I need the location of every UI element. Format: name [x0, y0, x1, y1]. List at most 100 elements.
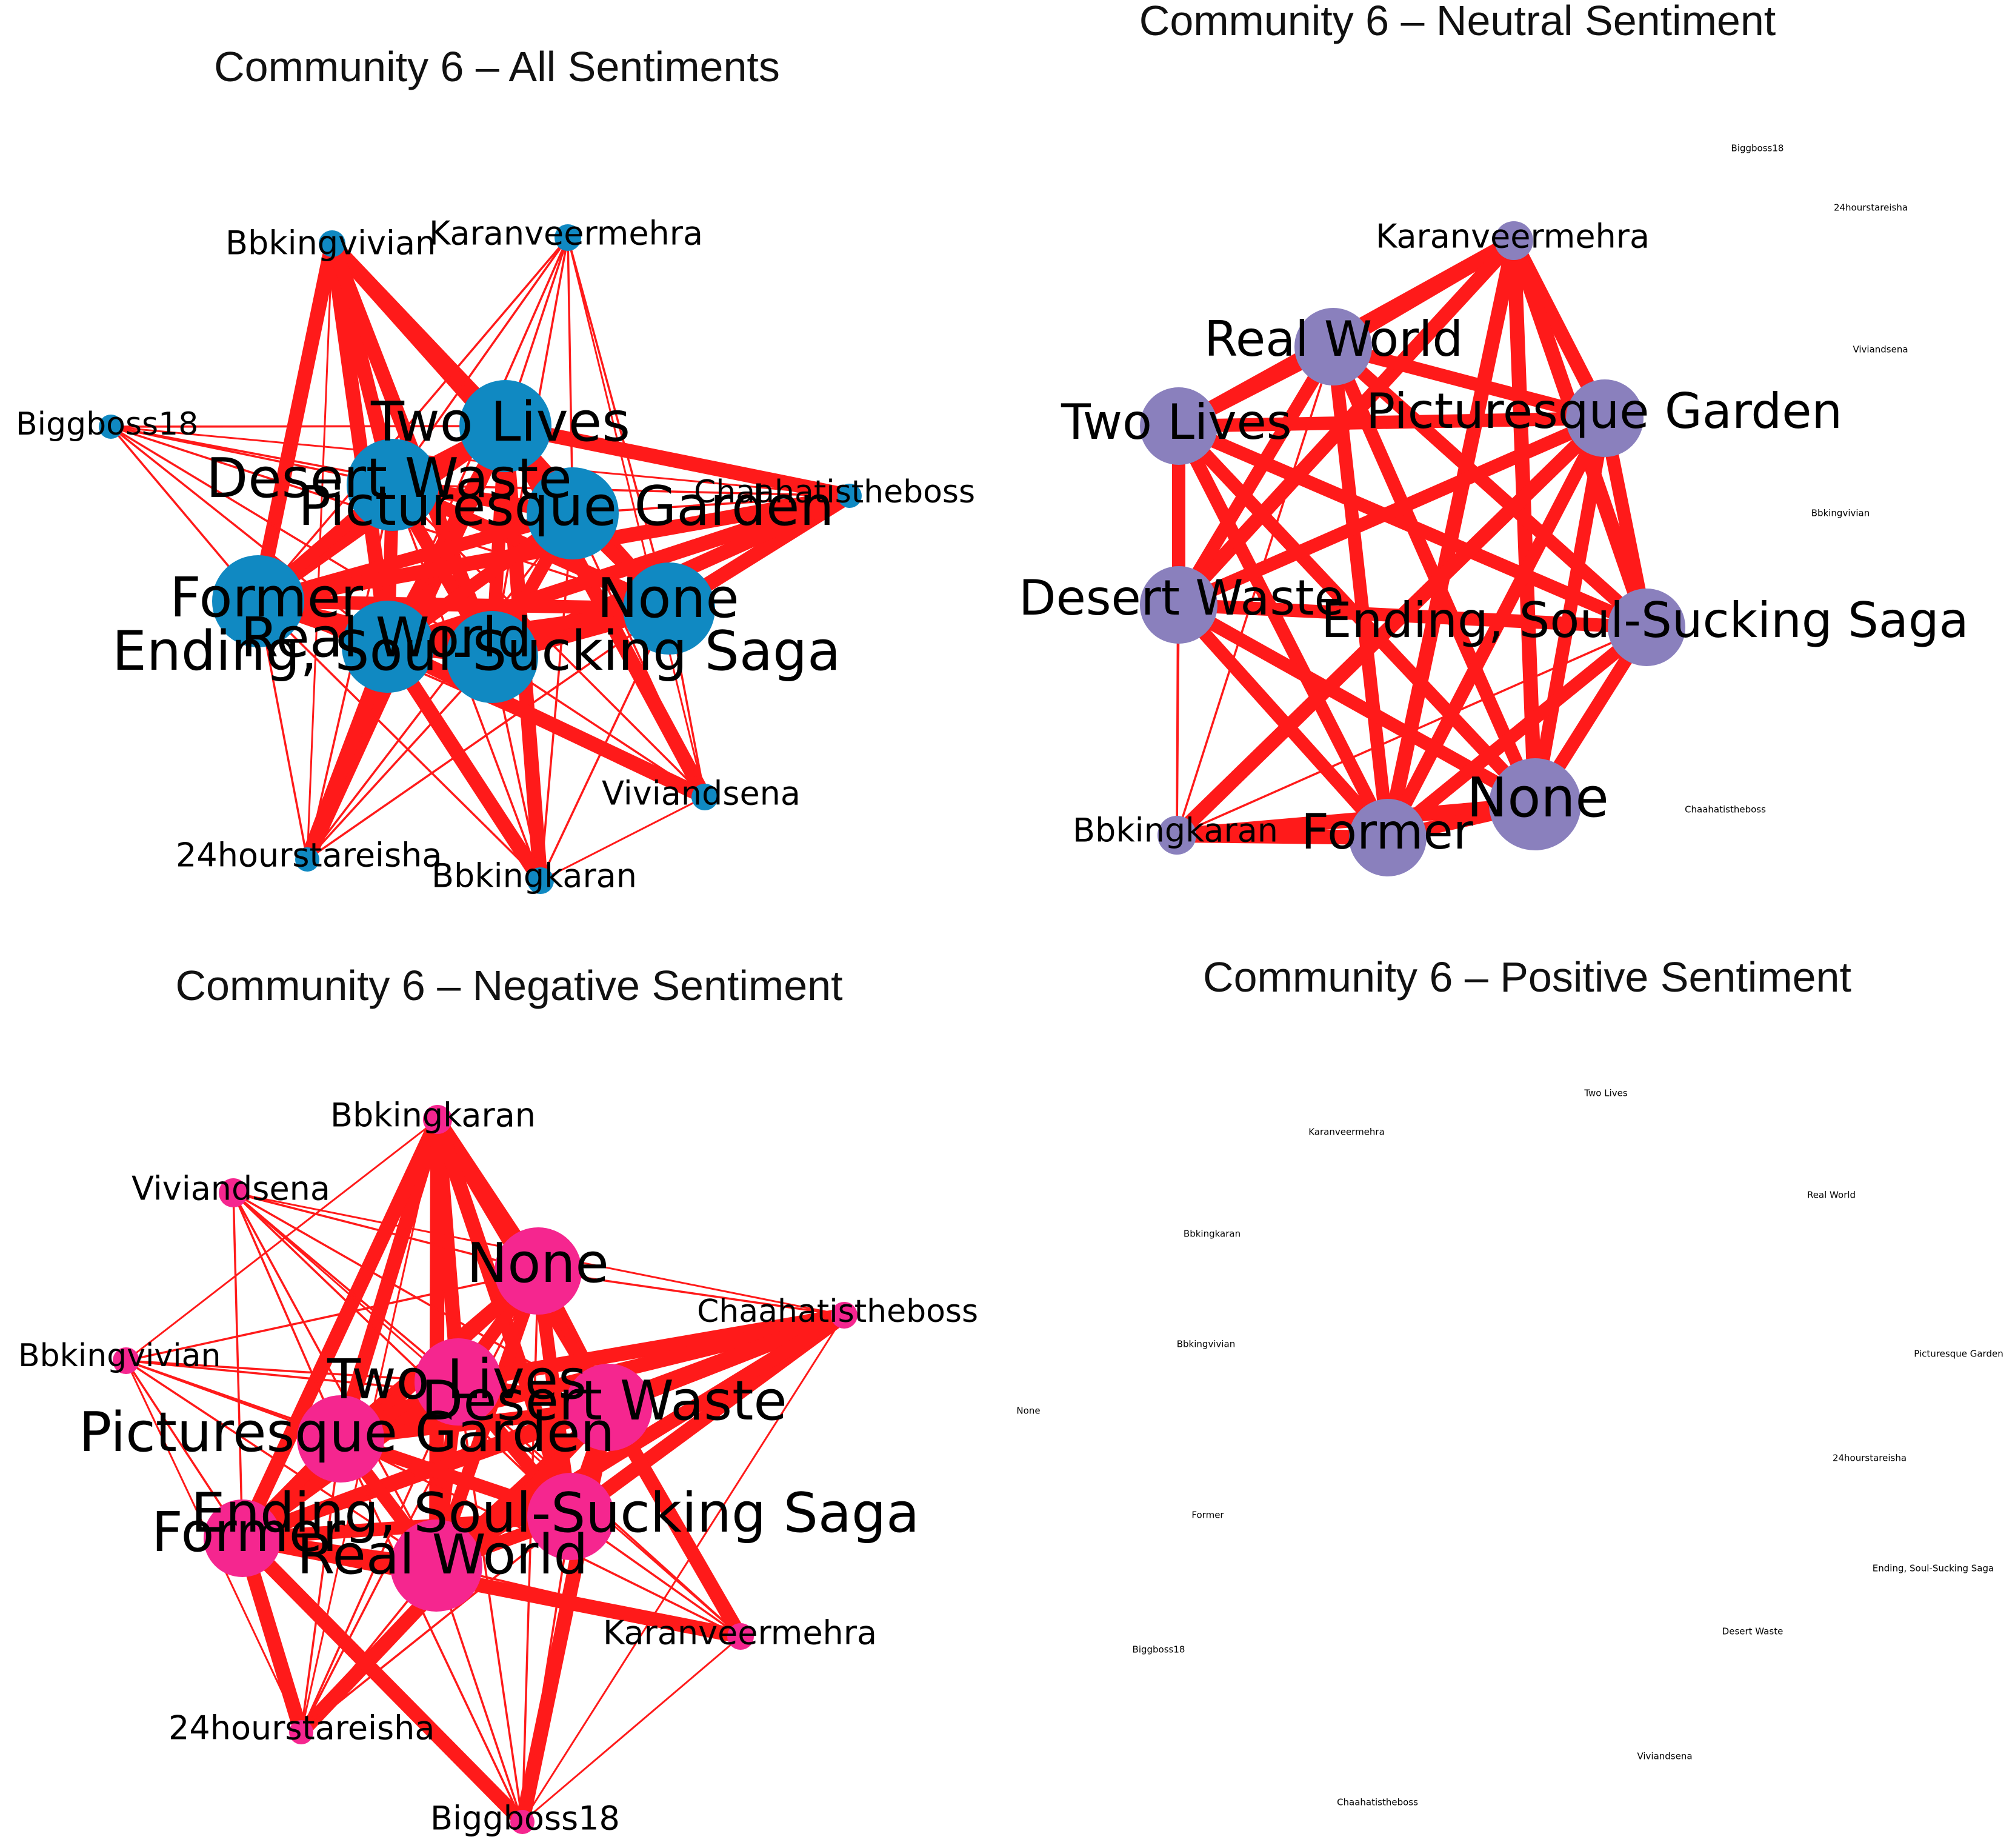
node-bbkingkaran: [1157, 816, 1196, 855]
nodes-neutral: [1140, 221, 1685, 876]
panel-negative: Community 6 – Negative Sentiment Bbkingka…: [18, 962, 978, 1838]
node-label-bbkingvivian: Bbkingvivian: [18, 1338, 221, 1374]
edge-real-world-ending-soul-sucking-saga: [1327, 340, 1653, 634]
node-label-real-world: Real World: [297, 1523, 588, 1587]
edge-ending-soul-sucking-saga-bbkingkaran: [1176, 626, 1648, 836]
node-label-ending-soul-sucking-saga: Ending, Soul-Sucking Saga: [1321, 592, 1969, 649]
node-ending-soul-sucking-saga: [1608, 589, 1685, 666]
node-24hourstareisha: [295, 847, 319, 872]
panel-all: Community 6 – All Sentiments Bbkingvivian…: [16, 43, 975, 895]
node-label-ending-soul-sucking-saga: Ending, Soul-Sucking Saga: [191, 1481, 919, 1545]
node-label-none: None: [1467, 766, 1609, 830]
isolated-label-viviandsena: Viviandsena: [1637, 1751, 1692, 1762]
node-label-none: None: [467, 1232, 609, 1295]
node-label-ending-soul-sucking-saga: Ending, Soul-Sucking Saga: [112, 619, 841, 683]
node-desert-waste: [1140, 566, 1217, 644]
node-bbkingvivian: [319, 230, 345, 257]
node-label-former: Former: [1301, 804, 1473, 860]
edge-real-world-picturesque-garden: [1327, 340, 1611, 425]
edge-desert-waste-karanveermehra: [601, 1400, 748, 1644]
isolated-label-chaahatistheboss: Chaahatistheboss: [1685, 804, 1766, 815]
node-label-two-lives: Two Lives: [1061, 394, 1291, 450]
edge-ending-soul-sucking-saga-former: [236, 1510, 578, 1545]
node-label-biggboss18: Biggboss18: [430, 1800, 620, 1838]
node-label-24hourstareisha: 24hourstareisha: [176, 836, 442, 875]
edge-karanveermehra-viviandsena: [567, 236, 706, 798]
edge-real-world-viviandsena: [381, 639, 712, 804]
node-none: [495, 1227, 582, 1315]
node-label-two-lives: Two Lives: [327, 1348, 587, 1412]
node-label-chaahatistheboss: Chaahatistheboss: [697, 1293, 978, 1330]
edge-ending-soul-sucking-saga-24hourstareisha: [300, 1515, 572, 1733]
edge-karanveermehra-former: [257, 236, 569, 602]
isolated-labels-positive: Two Lives Karanveermehra Real World Bbkingk…: [1016, 1088, 2003, 1808]
edge-desert-waste-ending-soul-sucking-saga: [1172, 598, 1653, 634]
edge-picturesque-garden-none: [1528, 412, 1611, 811]
edge-picturesque-garden-bbkingkaran: [1170, 411, 1612, 842]
edge-picturesque-garden-biggboss18: [339, 1438, 524, 1823]
edge-picturesque-garden-24hourstareisha: [300, 1438, 342, 1733]
isolated-label-two-lives: Two Lives: [1584, 1088, 1628, 1099]
node-label-viviandsena: Viviandsena: [602, 775, 801, 813]
edge-viviandsena-real-world: [232, 1192, 438, 1567]
isolated-label-24hourstareisha: 24hourstareisha: [1833, 1453, 1907, 1464]
isolated-label-karanveermehra: Karanveermehra: [1308, 1127, 1385, 1138]
node-viviandsena: [691, 784, 718, 810]
node-two-lives: [415, 1338, 502, 1426]
edge-desert-waste-picturesque-garden: [334, 1401, 615, 1446]
node-former: [212, 555, 304, 647]
edge-viviandsena-bbkingkaran: [539, 796, 706, 882]
edge-former-karanveermehra: [235, 1531, 748, 1644]
edge-bbkingvivian-two-lives: [125, 1359, 459, 1383]
edge-picturesque-garden-24hourstareisha: [306, 512, 574, 861]
edge-two-lives-picturesque-garden: [1172, 412, 1611, 433]
edge-desert-waste-biggboss18: [515, 1400, 616, 1829]
node-bbkingvivian: [113, 1347, 139, 1374]
node-label-former: Former: [152, 1501, 345, 1564]
edge-bbkingkaran-former: [235, 1112, 445, 1546]
edge-bbkingkaran-real-world: [429, 1112, 445, 1573]
panel-neutral: Community 6 – Neutral Sentiment Karanveer…: [1019, 0, 1969, 876]
isolated-label-bbkingvivian: Bbkingvivian: [1177, 1339, 1235, 1350]
isolated-label-bbkingvivian: Bbkingvivian: [1811, 508, 1870, 519]
panel-positive: Community 6 – Positive Sentiment Two Live…: [1016, 953, 2003, 1808]
panel-title-neutral: Community 6 – Neutral Sentiment: [1139, 0, 1776, 44]
edge-karanveermehra-desert-waste: [391, 236, 569, 486]
node-bbkingkaran: [527, 867, 554, 894]
node-label-24hourstareisha: 24hourstareisha: [168, 1709, 435, 1747]
edge-picturesque-garden-former: [1381, 412, 1611, 844]
node-label-karanveermehra: Karanveermehra: [603, 1614, 877, 1652]
node-karanveermehra: [555, 224, 581, 251]
isolated-label-picturesque-garden: Picturesque Garden: [1914, 1349, 2003, 1359]
edge-real-world-desert-waste: [1172, 340, 1340, 612]
edge-viviandsena-picturesque-garden: [232, 1192, 342, 1440]
isolated-label-24hourstareisha: 24hourstareisha: [1834, 202, 1908, 213]
node-label-bbkingkaran: Bbkingkaran: [431, 857, 637, 895]
node-two-lives: [1140, 387, 1217, 465]
node-ending-soul-sucking-saga: [527, 1473, 614, 1560]
edge-picturesque-garden-bbkingkaran: [539, 512, 574, 882]
edge-former-none: [251, 595, 676, 615]
edge-ending-soul-sucking-saga-biggboss18: [521, 1515, 572, 1823]
edge-picturesque-garden-desert-waste: [1172, 412, 1611, 612]
node-real-world: [342, 601, 434, 693]
node-chaahatistheboss: [831, 1302, 858, 1329]
edge-real-world-bbkingkaran: [381, 639, 548, 888]
edge-none-chaahatistheboss: [537, 1270, 845, 1316]
edge-real-world-karanveermehra: [435, 1564, 742, 1638]
edge-viviandsena-ending-soul-sucking-saga: [232, 1192, 572, 1518]
node-biggboss18: [99, 415, 123, 439]
node-label-viviandsena: Viviandsena: [132, 1170, 330, 1208]
isolated-labels-neutral: Biggboss18 24hourstareisha Viviandsena Bbki…: [1685, 143, 1908, 815]
node-former: [1349, 799, 1427, 876]
node-biggboss18: [510, 1810, 535, 1834]
node-label-former: Former: [170, 566, 363, 630]
edge-none-bbkingvivian: [125, 1270, 539, 1362]
node-chaahatistheboss: [838, 484, 862, 508]
node-picturesque-garden: [527, 467, 619, 559]
node-label-desert-waste: Desert Waste: [1019, 570, 1344, 626]
node-label-bbkingkaran: Bbkingkaran: [1073, 812, 1278, 850]
node-none: [623, 562, 715, 655]
